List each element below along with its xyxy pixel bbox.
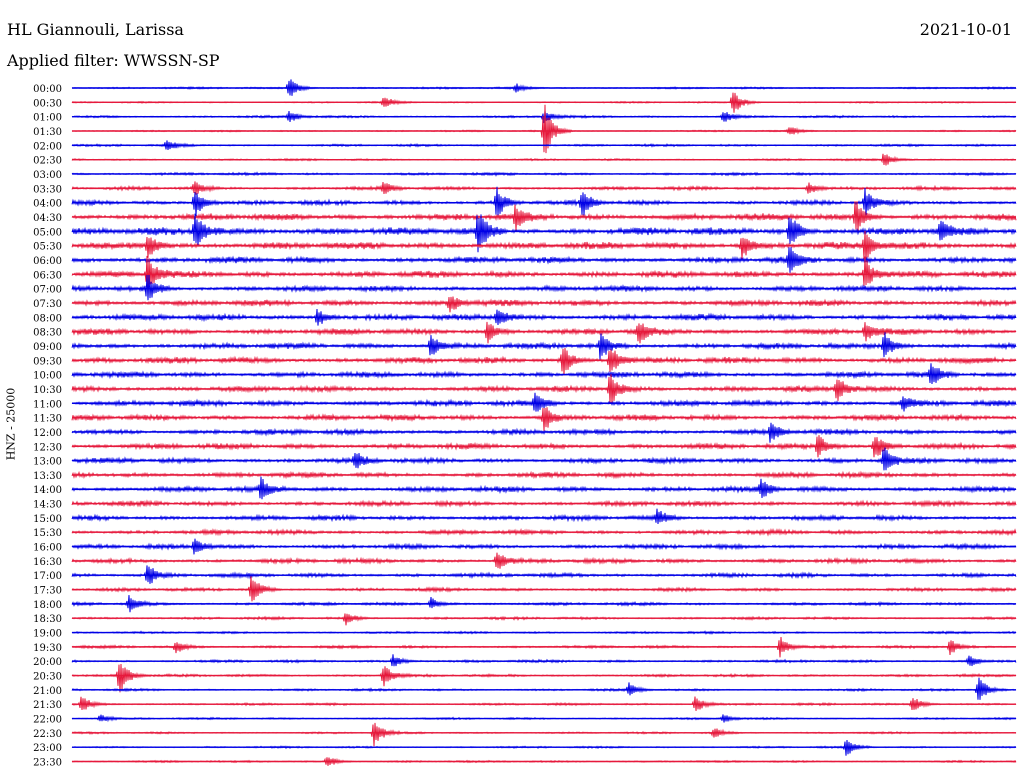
row-time-label: 19:30 [33,643,62,654]
seismic-trace-row [71,374,1017,404]
seismic-trace-row [71,407,1017,431]
row-time-label: 09:30 [33,356,62,367]
seismic-trace-row [71,722,1017,747]
row-time-label: 23:30 [33,758,62,769]
seismic-trace-row [71,663,1017,693]
row-time-label: 07:00 [33,285,62,296]
row-time-label: 14:00 [33,485,62,496]
row-time-label: 23:00 [33,743,62,754]
row-time-label: 01:00 [33,113,62,124]
row-time-label: 04:30 [33,213,62,224]
row-time-label: 02:00 [33,141,62,152]
seismic-trace-row [71,363,1017,385]
seismic-trace-row [71,613,1017,626]
date-label: 2021-10-01 [919,20,1012,39]
row-time-label: 04:00 [33,199,62,210]
row-time-label: 11:00 [33,399,62,410]
seismic-trace-row [71,392,1017,412]
row-time-label: 17:30 [33,586,62,597]
row-time-label: 00:30 [33,98,62,109]
row-time-label: 16:00 [33,543,62,554]
row-time-label: 21:00 [33,686,62,697]
row-time-label: 03:00 [33,170,62,181]
row-time-label: 18:00 [33,600,62,611]
row-time-label: 19:00 [33,629,62,640]
row-time-label: 13:30 [33,471,62,482]
filter-label: Applied filter: WWSSN-SP [7,51,220,70]
seismic-trace-row [71,677,1017,700]
row-time-label: 12:30 [33,442,62,453]
row-time-label: 21:30 [33,700,62,711]
seismic-trace-row [71,296,1017,313]
seismic-trace-row [71,508,1017,525]
seismic-trace-row [71,347,1017,376]
row-time-label: 10:00 [33,371,62,382]
row-time-label: 02:30 [33,156,62,167]
row-time-label: 20:00 [33,657,62,668]
row-time-label: 22:00 [33,715,62,726]
row-time-label: 08:30 [33,328,62,339]
row-time-label: 05:00 [33,227,62,238]
seismic-trace-row [71,476,1017,500]
row-time-label: 09:00 [33,342,62,353]
row-time-label: 06:00 [33,256,62,267]
row-time-label: 13:00 [33,457,62,468]
seismic-trace-row [71,186,1017,217]
seismic-trace-row [71,274,1017,301]
seismic-trace-row [71,230,1017,262]
station-title: HL Giannouli, Larissa [7,20,184,39]
row-time-label: 08:00 [33,313,62,324]
row-time-label: 20:30 [33,672,62,683]
row-time-label: 15:30 [33,528,62,539]
row-time-label: 12:00 [33,428,62,439]
seismic-trace-row [71,321,1017,344]
row-time-label: 18:30 [33,614,62,625]
row-time-label: 01:30 [33,127,62,138]
row-time-label: 10:30 [33,385,62,396]
row-time-label: 11:30 [33,414,62,425]
row-time-label: 06:30 [33,270,62,281]
row-time-label: 14:30 [33,500,62,511]
row-time-label: 07:30 [33,299,62,310]
row-time-label: 00:00 [33,84,62,95]
row-time-label: 16:30 [33,557,62,568]
row-time-label: 03:30 [33,184,62,195]
row-time-label: 05:30 [33,242,62,253]
row-time-label: 17:00 [33,571,62,582]
row-time-label: 15:00 [33,514,62,525]
row-time-label: 22:30 [33,729,62,740]
seismic-trace-row [71,654,1017,667]
seismic-trace-row [71,247,1017,273]
